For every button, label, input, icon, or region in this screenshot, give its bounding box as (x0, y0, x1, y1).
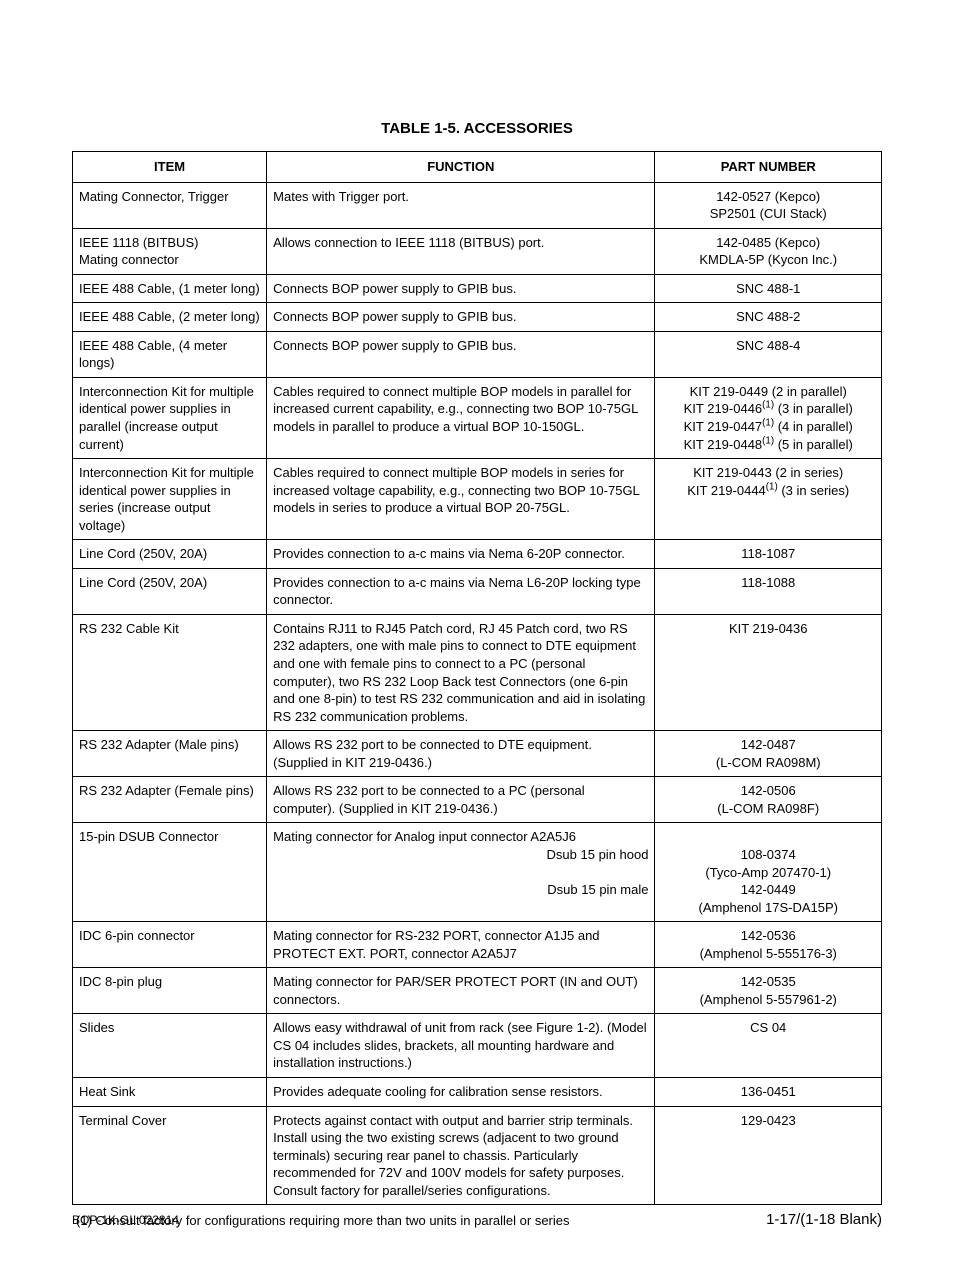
cell-function: Allows RS 232 port to be connected to a … (267, 777, 655, 823)
cell-function: Mating connector for RS-232 PORT, connec… (267, 922, 655, 968)
cell-function: Allows connection to IEEE 1118 (BITBUS) … (267, 228, 655, 274)
cell-function: Protects against contact with output and… (267, 1106, 655, 1205)
cell-item: Line Cord (250V, 20A) (73, 568, 267, 614)
cell-item: RS 232 Cable Kit (73, 614, 267, 730)
cell-part: KIT 219-0449 (2 in parallel)KIT 219-0446… (655, 377, 882, 458)
cell-part: 142-0487(L-COM RA098M) (655, 731, 882, 777)
table-row: Line Cord (250V, 20A)Provides connection… (73, 540, 882, 569)
cell-item: IDC 8-pin plug (73, 968, 267, 1014)
cell-item: Interconnection Kit for multiple identic… (73, 377, 267, 458)
cell-function: Contains RJ11 to RJ45 Patch cord, RJ 45 … (267, 614, 655, 730)
footer-right: 1-17/(1-18 Blank) (766, 1211, 882, 1228)
cell-part: 129-0423 (655, 1106, 882, 1205)
cell-function-sub: Dsub 15 pin male (273, 881, 648, 899)
table-title: TABLE 1-5. ACCESSORIES (72, 120, 882, 137)
page: TABLE 1-5. ACCESSORIES ITEM FUNCTION PAR… (0, 0, 954, 1268)
cell-part: 142-0506(L-COM RA098F) (655, 777, 882, 823)
cell-part: CS 04 (655, 1014, 882, 1078)
cell-item: RS 232 Adapter (Female pins) (73, 777, 267, 823)
cell-part: KIT 219-0436 (655, 614, 882, 730)
cell-item: IEEE 488 Cable, (1 meter long) (73, 274, 267, 303)
table-row: RS 232 Cable KitContains RJ11 to RJ45 Pa… (73, 614, 882, 730)
cell-item: Slides (73, 1014, 267, 1078)
col-header-part: PART NUMBER (655, 152, 882, 183)
cell-part: 136-0451 (655, 1077, 882, 1106)
table-row: IEEE 488 Cable, (1 meter long)Connects B… (73, 274, 882, 303)
table-row: IDC 8-pin plugMating connector for PAR/S… (73, 968, 882, 1014)
table-row: Mating Connector, TriggerMates with Trig… (73, 182, 882, 228)
cell-function: Cables required to connect multiple BOP … (267, 377, 655, 458)
table-row: Terminal CoverProtects against contact w… (73, 1106, 882, 1205)
cell-item: IEEE 488 Cable, (4 meter longs) (73, 331, 267, 377)
table-row: Heat SinkProvides adequate cooling for c… (73, 1077, 882, 1106)
footer-left: BOP-1K-GL 022814 (72, 1213, 179, 1227)
cell-part: SNC 488-2 (655, 303, 882, 332)
cell-part: KIT 219-0443 (2 in series)KIT 219-0444(1… (655, 459, 882, 540)
cell-item: Mating Connector, Trigger (73, 182, 267, 228)
col-header-item: ITEM (73, 152, 267, 183)
cell-function: Connects BOP power supply to GPIB bus. (267, 274, 655, 303)
cell-function: Mating connector for Analog input connec… (267, 823, 655, 922)
cell-function: Cables required to connect multiple BOP … (267, 459, 655, 540)
table-row: SlidesAllows easy withdrawal of unit fro… (73, 1014, 882, 1078)
table-body: Mating Connector, TriggerMates with Trig… (73, 182, 882, 1205)
cell-part: 142-0485 (Kepco)KMDLA-5P (Kycon Inc.) (655, 228, 882, 274)
cell-part: SNC 488-1 (655, 274, 882, 303)
cell-function: Connects BOP power supply to GPIB bus. (267, 331, 655, 377)
cell-function: Provides adequate cooling for calibratio… (267, 1077, 655, 1106)
page-footer: BOP-1K-GL 022814 1-17/(1-18 Blank) (72, 1211, 882, 1228)
cell-item: Line Cord (250V, 20A) (73, 540, 267, 569)
table-row: IEEE 1118 (BITBUS)Mating connectorAllows… (73, 228, 882, 274)
cell-function: Mating connector for PAR/SER PROTECT POR… (267, 968, 655, 1014)
table-row: Interconnection Kit for multiple identic… (73, 377, 882, 458)
cell-part: 142-0536(Amphenol 5-555176-3) (655, 922, 882, 968)
cell-item: IDC 6-pin connector (73, 922, 267, 968)
cell-item: 15-pin DSUB Connector (73, 823, 267, 922)
cell-item: Interconnection Kit for multiple identic… (73, 459, 267, 540)
table-row: Line Cord (250V, 20A)Provides connection… (73, 568, 882, 614)
cell-function: Mates with Trigger port. (267, 182, 655, 228)
cell-item: IEEE 1118 (BITBUS)Mating connector (73, 228, 267, 274)
cell-function: Provides connection to a-c mains via Nem… (267, 568, 655, 614)
cell-item: IEEE 488 Cable, (2 meter long) (73, 303, 267, 332)
cell-item: Heat Sink (73, 1077, 267, 1106)
cell-part: 118-1087 (655, 540, 882, 569)
cell-part: 142-0535(Amphenol 5-557961-2) (655, 968, 882, 1014)
cell-function-sub: Dsub 15 pin hood (273, 846, 648, 864)
cell-part: SNC 488-4 (655, 331, 882, 377)
cell-part: 118-1088 (655, 568, 882, 614)
cell-item: RS 232 Adapter (Male pins) (73, 731, 267, 777)
table-row: 15-pin DSUB ConnectorMating connector fo… (73, 823, 882, 922)
cell-part: 142-0527 (Kepco)SP2501 (CUI Stack) (655, 182, 882, 228)
col-header-function: FUNCTION (267, 152, 655, 183)
table-row: IDC 6-pin connectorMating connector for … (73, 922, 882, 968)
cell-item: Terminal Cover (73, 1106, 267, 1205)
table-row: IEEE 488 Cable, (2 meter long)Connects B… (73, 303, 882, 332)
table-header-row: ITEM FUNCTION PART NUMBER (73, 152, 882, 183)
table-row: RS 232 Adapter (Male pins)Allows RS 232 … (73, 731, 882, 777)
cell-part: 108-0374(Tyco-Amp 207470-1)142-0449(Amph… (655, 823, 882, 922)
cell-function: Provides connection to a-c mains via Nem… (267, 540, 655, 569)
cell-function: Allows easy withdrawal of unit from rack… (267, 1014, 655, 1078)
table-row: RS 232 Adapter (Female pins)Allows RS 23… (73, 777, 882, 823)
cell-function: Allows RS 232 port to be connected to DT… (267, 731, 655, 777)
accessories-table: ITEM FUNCTION PART NUMBER Mating Connect… (72, 151, 882, 1205)
table-row: IEEE 488 Cable, (4 meter longs)Connects … (73, 331, 882, 377)
table-row: Interconnection Kit for multiple identic… (73, 459, 882, 540)
cell-function: Connects BOP power supply to GPIB bus. (267, 303, 655, 332)
